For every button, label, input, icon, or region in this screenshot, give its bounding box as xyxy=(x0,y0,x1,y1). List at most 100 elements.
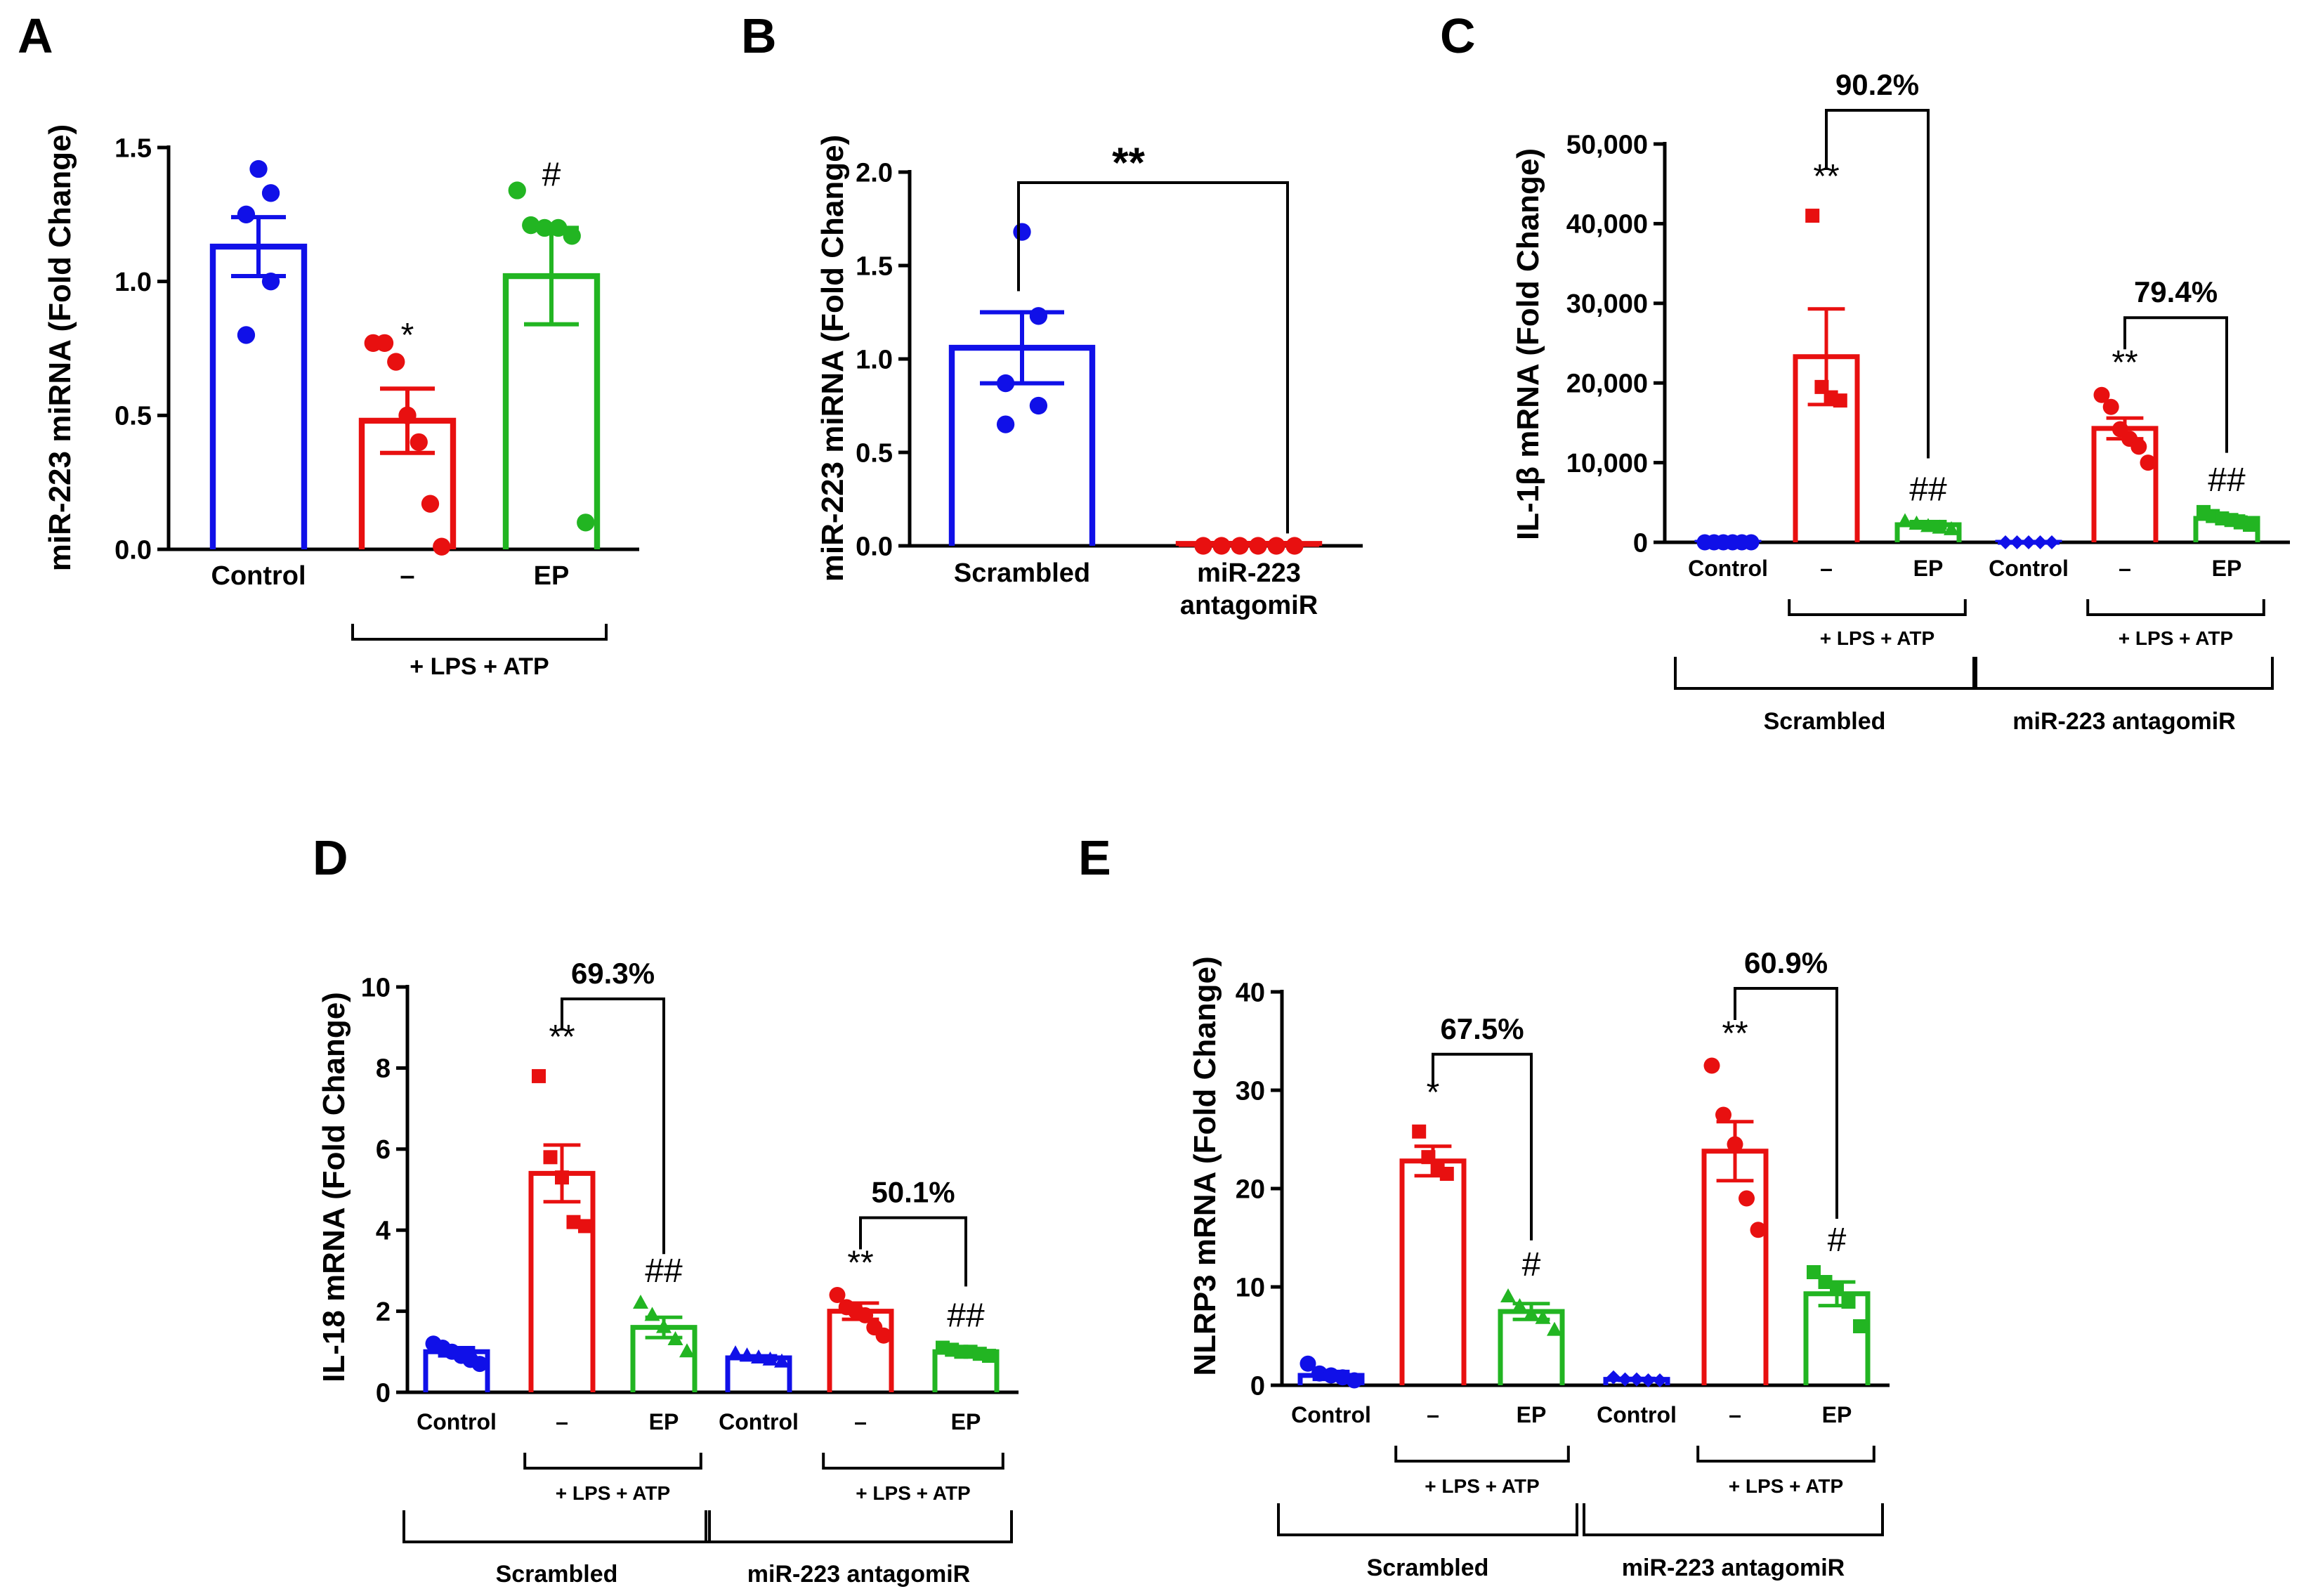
data-point xyxy=(762,1351,778,1366)
y-tick-label: 6 xyxy=(376,1135,391,1165)
comparison-label: 50.1% xyxy=(871,1176,955,1209)
group-bracket-label: + LPS + ATP xyxy=(2119,627,2233,649)
panel-e: E NLRP3 mRNA (Fold Change) 0 10 20 30 40 Contro… xyxy=(1078,830,1890,1581)
data-point xyxy=(2243,518,2257,532)
data-point xyxy=(1249,537,1267,555)
data-point xyxy=(1641,1373,1656,1387)
comparison-bracket xyxy=(1825,109,1930,459)
x-category-label: Control xyxy=(1989,556,2069,581)
group-bracket-label: + LPS + ATP xyxy=(1729,1475,1843,1497)
significance-marker: ** xyxy=(1722,1015,1748,1052)
data-point xyxy=(375,334,394,353)
data-point xyxy=(261,184,280,202)
y-axis-label: miR-223 miRNA (Fold Change) xyxy=(816,135,850,582)
x-category-label: – xyxy=(1820,556,1833,581)
y-tick-label: 0.0 xyxy=(114,535,152,565)
x-category-label: Control xyxy=(1688,556,1768,581)
group-bracket xyxy=(1788,599,1967,616)
y-tick-label: 50,000 xyxy=(1566,130,1648,159)
y-tick-label: 40 xyxy=(1236,978,1265,1007)
data-point xyxy=(982,1349,996,1363)
data-point xyxy=(656,1319,672,1333)
data-point xyxy=(996,374,1015,393)
data-point xyxy=(563,227,581,245)
data-point xyxy=(1944,521,1959,535)
data-point xyxy=(1920,518,1936,532)
data-point xyxy=(667,1330,683,1345)
y-tick-label: 1.0 xyxy=(114,268,152,297)
data-point xyxy=(2093,386,2110,403)
y-tick-label: 2 xyxy=(376,1297,391,1327)
data-point xyxy=(2130,438,2147,455)
x-category-label: – xyxy=(854,1409,867,1434)
data-point xyxy=(1897,513,1913,528)
data-point xyxy=(566,1215,581,1229)
data-point xyxy=(2010,535,2024,549)
group-bracket xyxy=(2086,599,2265,616)
data-point xyxy=(1743,534,1760,551)
group-bracket xyxy=(822,1453,1004,1470)
comparison-label: 69.3% xyxy=(571,957,655,990)
outer-bracket-label: Scrambled xyxy=(1764,708,1886,735)
panel-letter: D xyxy=(313,830,348,885)
data-point xyxy=(1909,515,1925,530)
y-tick-label: 1.0 xyxy=(856,345,893,374)
y-tick-label: 0.5 xyxy=(114,402,152,431)
group-bracket-label: + LPS + ATP xyxy=(1820,627,1934,649)
comparison-bracket xyxy=(859,1216,967,1287)
data-point xyxy=(1500,1288,1516,1302)
data-point xyxy=(829,1287,846,1304)
panel-letter: A xyxy=(18,8,53,63)
comparison-label: 60.9% xyxy=(1744,946,1828,979)
y-axis-label: IL-1β mRNA (Fold Change) xyxy=(1511,148,1545,540)
data-point xyxy=(398,406,417,424)
y-tick-label: 0 xyxy=(1250,1371,1265,1401)
data-point xyxy=(535,218,554,237)
x-category-label: EP xyxy=(1822,1402,1852,1427)
data-point xyxy=(1231,537,1249,555)
significance-marker: * xyxy=(401,317,414,354)
data-point xyxy=(237,205,256,223)
data-point xyxy=(633,1295,648,1309)
comparison-bracket xyxy=(2123,316,2228,453)
group-bracket-label: + LPS + ATP xyxy=(856,1482,970,1504)
data-point xyxy=(543,1150,558,1165)
data-point xyxy=(1524,1306,1539,1321)
group-bracket-label: + LPS + ATP xyxy=(410,653,549,680)
y-tick-label: 0.5 xyxy=(856,438,893,468)
data-point xyxy=(508,181,526,200)
data-point xyxy=(1807,1265,1821,1279)
data-point xyxy=(1618,1372,1632,1387)
y-tick-label: 10 xyxy=(1236,1273,1265,1302)
data-point xyxy=(1547,1321,1562,1336)
data-point xyxy=(644,1307,660,1321)
x-category-label: Control xyxy=(1291,1402,1371,1427)
y-axis-label: NLRP3 mRNA (Fold Change) xyxy=(1188,956,1222,1375)
data-point xyxy=(1653,1373,1667,1387)
bar xyxy=(827,1309,894,1392)
y-tick-label: 30 xyxy=(1236,1076,1265,1106)
significance-marker: # xyxy=(1522,1246,1541,1283)
comparison-bracket xyxy=(1017,181,1289,534)
group-bracket xyxy=(1696,1446,1875,1463)
data-point xyxy=(1013,223,1031,241)
x-category-label: EP xyxy=(1913,556,1944,581)
y-tick-label: 30,000 xyxy=(1566,289,1648,319)
group-bracket-label: + LPS + ATP xyxy=(1425,1475,1539,1497)
data-point xyxy=(1998,535,2012,549)
data-point xyxy=(1212,537,1231,555)
data-point xyxy=(1535,1309,1551,1324)
bar xyxy=(528,1170,596,1392)
data-point xyxy=(1285,537,1304,555)
data-point xyxy=(549,218,568,237)
y-tick-label: 40,000 xyxy=(1566,210,1648,240)
significance-marker: ** xyxy=(2112,344,2137,381)
y-tick-label: 8 xyxy=(376,1054,391,1084)
data-point xyxy=(1750,1222,1767,1238)
y-axis-label: miR-223 miRNA (Fold Change) xyxy=(43,124,77,571)
data-point xyxy=(1830,1281,1844,1296)
data-point xyxy=(1932,519,1948,534)
data-point xyxy=(237,326,256,344)
x-category-label: miR-223 xyxy=(1197,558,1301,588)
